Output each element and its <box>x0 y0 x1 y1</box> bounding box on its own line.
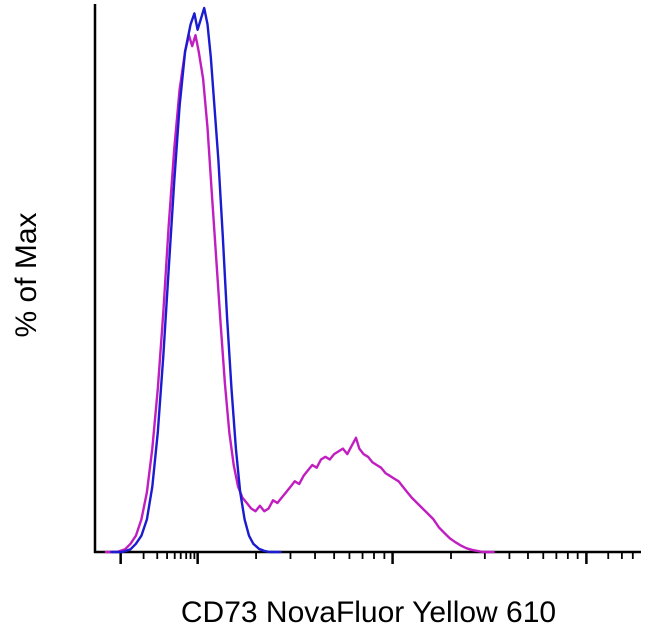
histogram-curve-control <box>110 6 282 554</box>
y-axis-label: % of Max <box>10 212 43 338</box>
histogram-curve-stained-sample <box>104 34 495 554</box>
x-axis-label: CD73 NovaFluor Yellow 610 <box>180 596 557 629</box>
